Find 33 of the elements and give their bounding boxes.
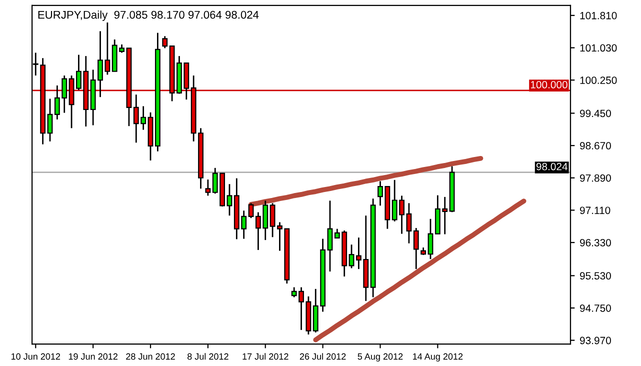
- y-tick-label: 101.810: [580, 12, 617, 20]
- candlestick: [248, 202, 254, 219]
- y-tick-label: 93.970: [580, 336, 611, 344]
- x-tick-label: 28 Jun 2012: [126, 353, 175, 360]
- candlestick: [428, 218, 434, 260]
- y-tick-label: 97.110: [580, 206, 610, 214]
- candlestick: [47, 98, 53, 142]
- candlestick: [348, 244, 354, 269]
- y-tick-label: 95.530: [580, 272, 611, 280]
- x-tick-label: 5 Aug 2012: [358, 353, 403, 362]
- y-tick-label: 99.450: [580, 110, 611, 118]
- candlestick: [327, 200, 333, 272]
- x-tick-label: 8 Jul 2012: [188, 353, 228, 360]
- y-tick-label: 100.250: [580, 76, 617, 84]
- candlestick: [413, 227, 419, 270]
- y-tick-label: 96.330: [580, 239, 611, 246]
- candlestick: [162, 35, 168, 49]
- ref-line-label: 100.000: [530, 81, 568, 88]
- candlestick: [205, 178, 211, 196]
- x-tick-label: 17 Jul 2012: [242, 353, 288, 360]
- line-series: [248, 156, 484, 207]
- x-tick-label: 19 Jun 2012: [68, 353, 118, 360]
- line-series: [313, 198, 526, 342]
- x-tick-label: 14 Aug 2012: [413, 353, 463, 362]
- x-tick-label: 10 Jun 2012: [11, 353, 60, 360]
- x-tick-label: 26 Jul 2012: [300, 353, 346, 360]
- y-tick-label: 98.670: [580, 142, 611, 150]
- chart-title: EURJPY,Daily 97.085 98.170 97.064 98.024: [38, 10, 259, 21]
- ref-line-label: 98.024: [536, 162, 568, 170]
- y-tick-label: 97.890: [580, 174, 611, 182]
- candlestick: [226, 183, 232, 216]
- y-tick-label: 94.750: [580, 304, 611, 312]
- y-tick-label: 101.030: [580, 44, 617, 52]
